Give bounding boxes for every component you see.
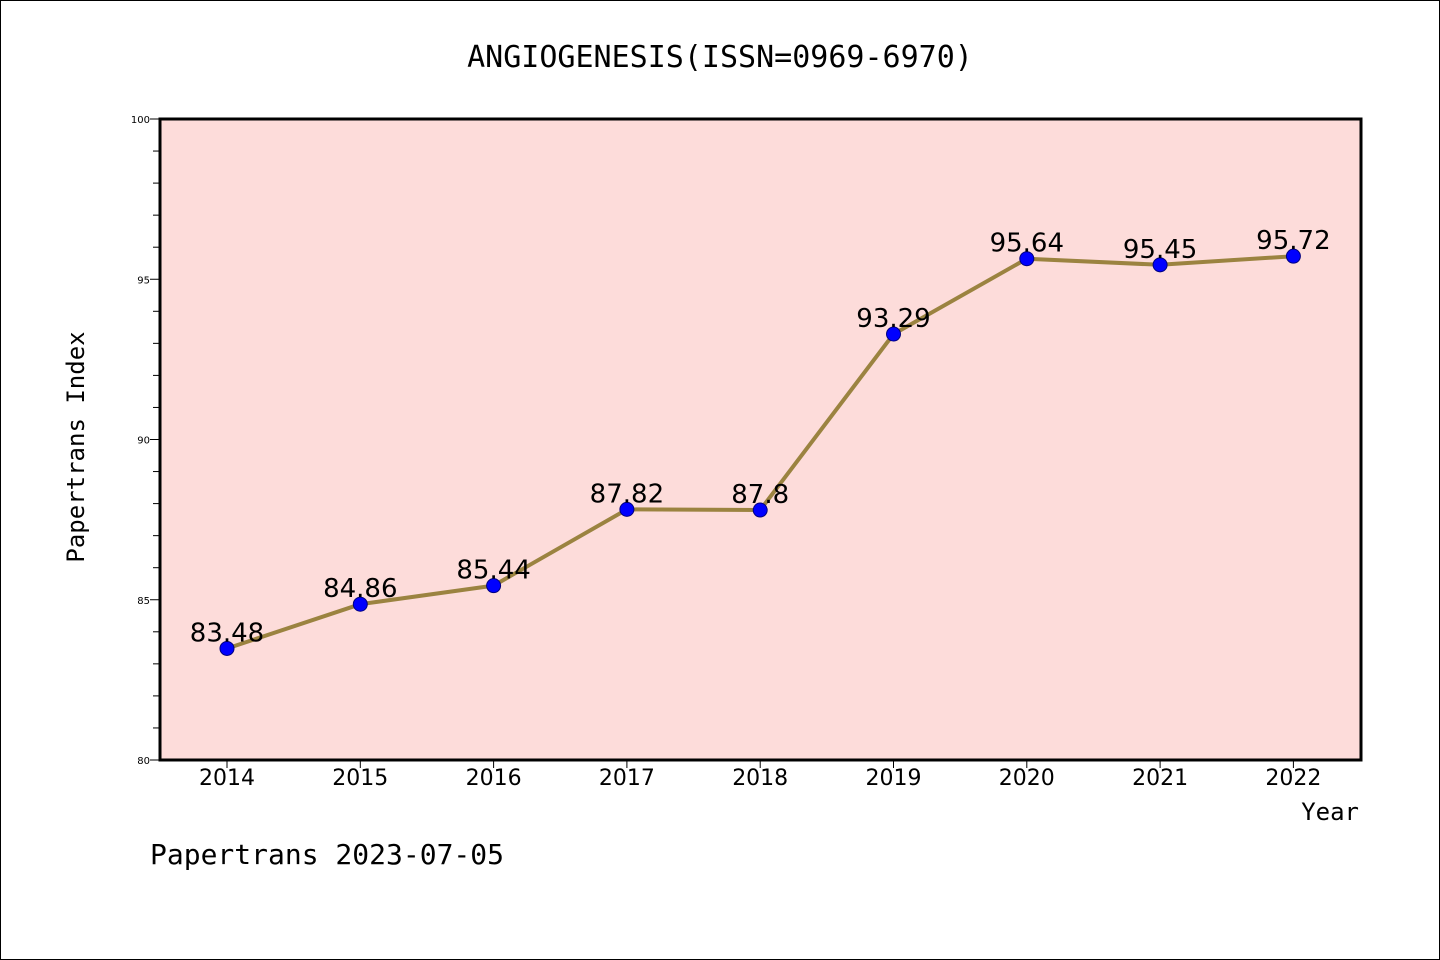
data-point-marker <box>352 596 368 612</box>
y-tick-label: 100 <box>131 115 150 126</box>
data-label: 85.44 <box>456 556 530 586</box>
y-axis: 80 85 90 95 100 <box>131 115 160 767</box>
x-axis-label: Year <box>1301 798 1359 826</box>
data-point-marker <box>1285 248 1301 264</box>
plot-border <box>158 117 1363 762</box>
y-tick-label: 80 <box>137 756 150 767</box>
y-axis-label: Papertrans Index <box>62 331 90 562</box>
data-point-marker <box>752 502 768 518</box>
data-points <box>219 248 1301 656</box>
x-tick-label: 2021 <box>1132 766 1188 791</box>
chart-title: ANGIOGENESIS(ISSN=0969-6970) <box>467 40 973 75</box>
y-tick-label: 90 <box>137 436 150 447</box>
x-tick-label: 2022 <box>1265 766 1321 791</box>
data-point-marker <box>886 326 901 342</box>
data-label: 95.45 <box>1123 235 1197 265</box>
data-point-marker <box>619 501 635 517</box>
x-tick-label: 2016 <box>466 766 522 791</box>
data-label: 93.29 <box>856 304 930 334</box>
y-tick-label: 95 <box>137 275 150 286</box>
data-labels: 83.48 84.86 85.44 87.82 87.8 93.29 95.64 95.45 9… <box>190 226 1331 648</box>
data-label: 87.82 <box>590 479 664 509</box>
x-tick-label: 2018 <box>732 766 788 791</box>
data-label: 87.8 <box>731 480 789 510</box>
x-tick-label: 2014 <box>199 766 255 791</box>
data-label: 84.86 <box>323 574 397 604</box>
data-label: 83.48 <box>190 618 264 648</box>
data-label: 95.64 <box>990 229 1064 259</box>
x-tick-label: 2017 <box>599 766 655 791</box>
x-axis: 2014 2015 2016 2017 2018 2019 2020 2021 2022 <box>199 760 1321 791</box>
plot-area <box>160 119 1361 760</box>
data-point-marker <box>219 640 235 656</box>
data-point-marker <box>1019 251 1035 267</box>
data-label: 95.72 <box>1256 226 1330 256</box>
x-tick-label: 2015 <box>332 766 388 791</box>
data-point-marker <box>486 578 502 594</box>
data-point-marker <box>1152 257 1168 273</box>
footer-source-date: Papertrans 2023-07-05 <box>150 838 504 871</box>
x-tick-label: 2019 <box>866 766 922 791</box>
x-tick-label: 2020 <box>999 766 1055 791</box>
y-tick-label: 85 <box>137 596 150 607</box>
